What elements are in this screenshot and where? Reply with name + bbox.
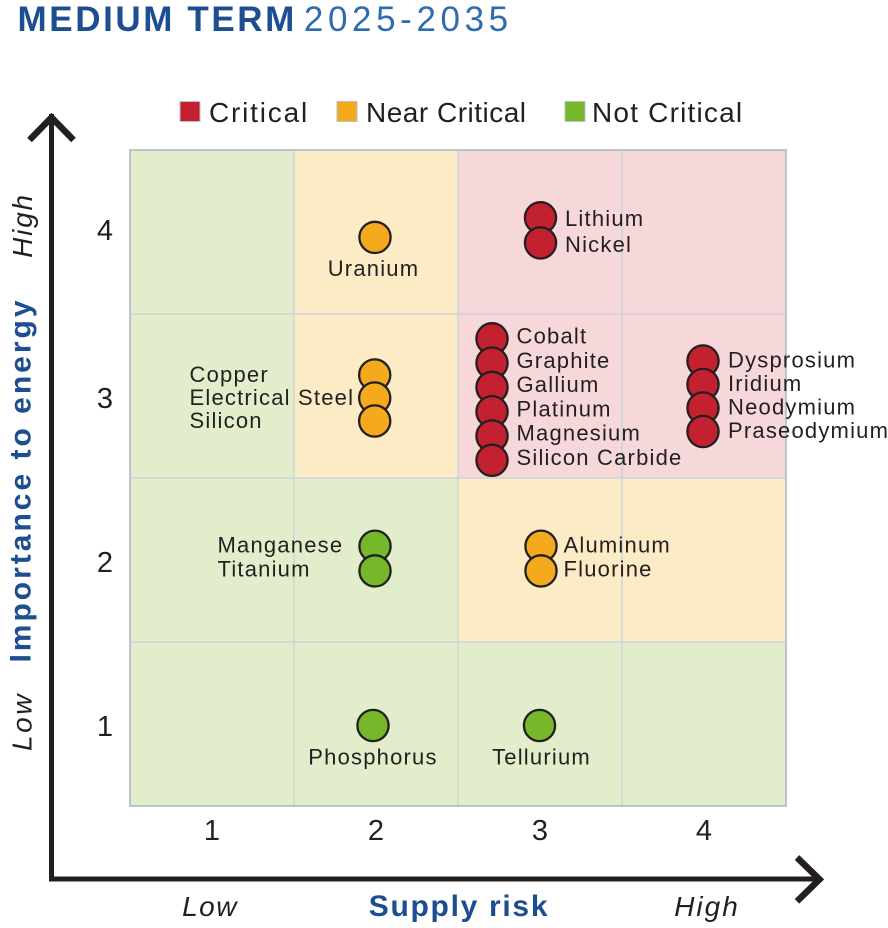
svg-text:Graphite: Graphite — [517, 348, 611, 373]
svg-text:Tellurium: Tellurium — [492, 744, 591, 769]
svg-text:Iridium: Iridium — [728, 371, 802, 396]
svg-text:Aluminum: Aluminum — [564, 533, 671, 558]
svg-text:Critical: Critical — [209, 97, 309, 128]
svg-text:Neodymium: Neodymium — [728, 394, 856, 419]
svg-text:Low: Low — [182, 891, 238, 922]
svg-text:4: 4 — [97, 215, 113, 247]
svg-text:Nickel: Nickel — [565, 232, 632, 257]
svg-text:Titanium: Titanium — [218, 557, 311, 582]
svg-text:Importance to energy: Importance to energy — [5, 297, 38, 662]
svg-text:Platinum: Platinum — [517, 396, 612, 421]
svg-text:Dysprosium: Dysprosium — [728, 347, 856, 372]
svg-text:Magnesium: Magnesium — [517, 421, 642, 446]
svg-text:2: 2 — [97, 547, 113, 579]
svg-text:Silicon: Silicon — [190, 408, 263, 433]
svg-text:Gallium: Gallium — [517, 372, 600, 397]
svg-text:Near Critical: Near Critical — [366, 97, 527, 128]
svg-text:Phosphorus: Phosphorus — [308, 744, 437, 769]
svg-text:Silicon Carbide: Silicon Carbide — [517, 445, 683, 470]
svg-text:High: High — [7, 193, 38, 258]
svg-text:High: High — [674, 891, 740, 922]
svg-text:Copper: Copper — [190, 362, 269, 387]
svg-text:1: 1 — [204, 815, 220, 847]
svg-text:Not Critical: Not Critical — [592, 97, 743, 128]
svg-text:Low: Low — [7, 692, 38, 751]
svg-text:Praseodymium: Praseodymium — [728, 418, 888, 443]
svg-text:2: 2 — [368, 815, 384, 847]
svg-text:4: 4 — [696, 815, 712, 847]
svg-text:Fluorine: Fluorine — [564, 557, 653, 582]
svg-text:Electrical Steel: Electrical Steel — [190, 385, 355, 410]
svg-text:3: 3 — [532, 815, 548, 847]
svg-text:Uranium: Uranium — [328, 256, 420, 281]
svg-text:Cobalt: Cobalt — [517, 324, 588, 349]
svg-text:Lithium: Lithium — [565, 206, 644, 231]
svg-text:3: 3 — [97, 383, 113, 415]
svg-text:1: 1 — [97, 711, 113, 743]
svg-text:Supply risk: Supply risk — [369, 890, 549, 923]
svg-text:Manganese: Manganese — [218, 533, 344, 558]
